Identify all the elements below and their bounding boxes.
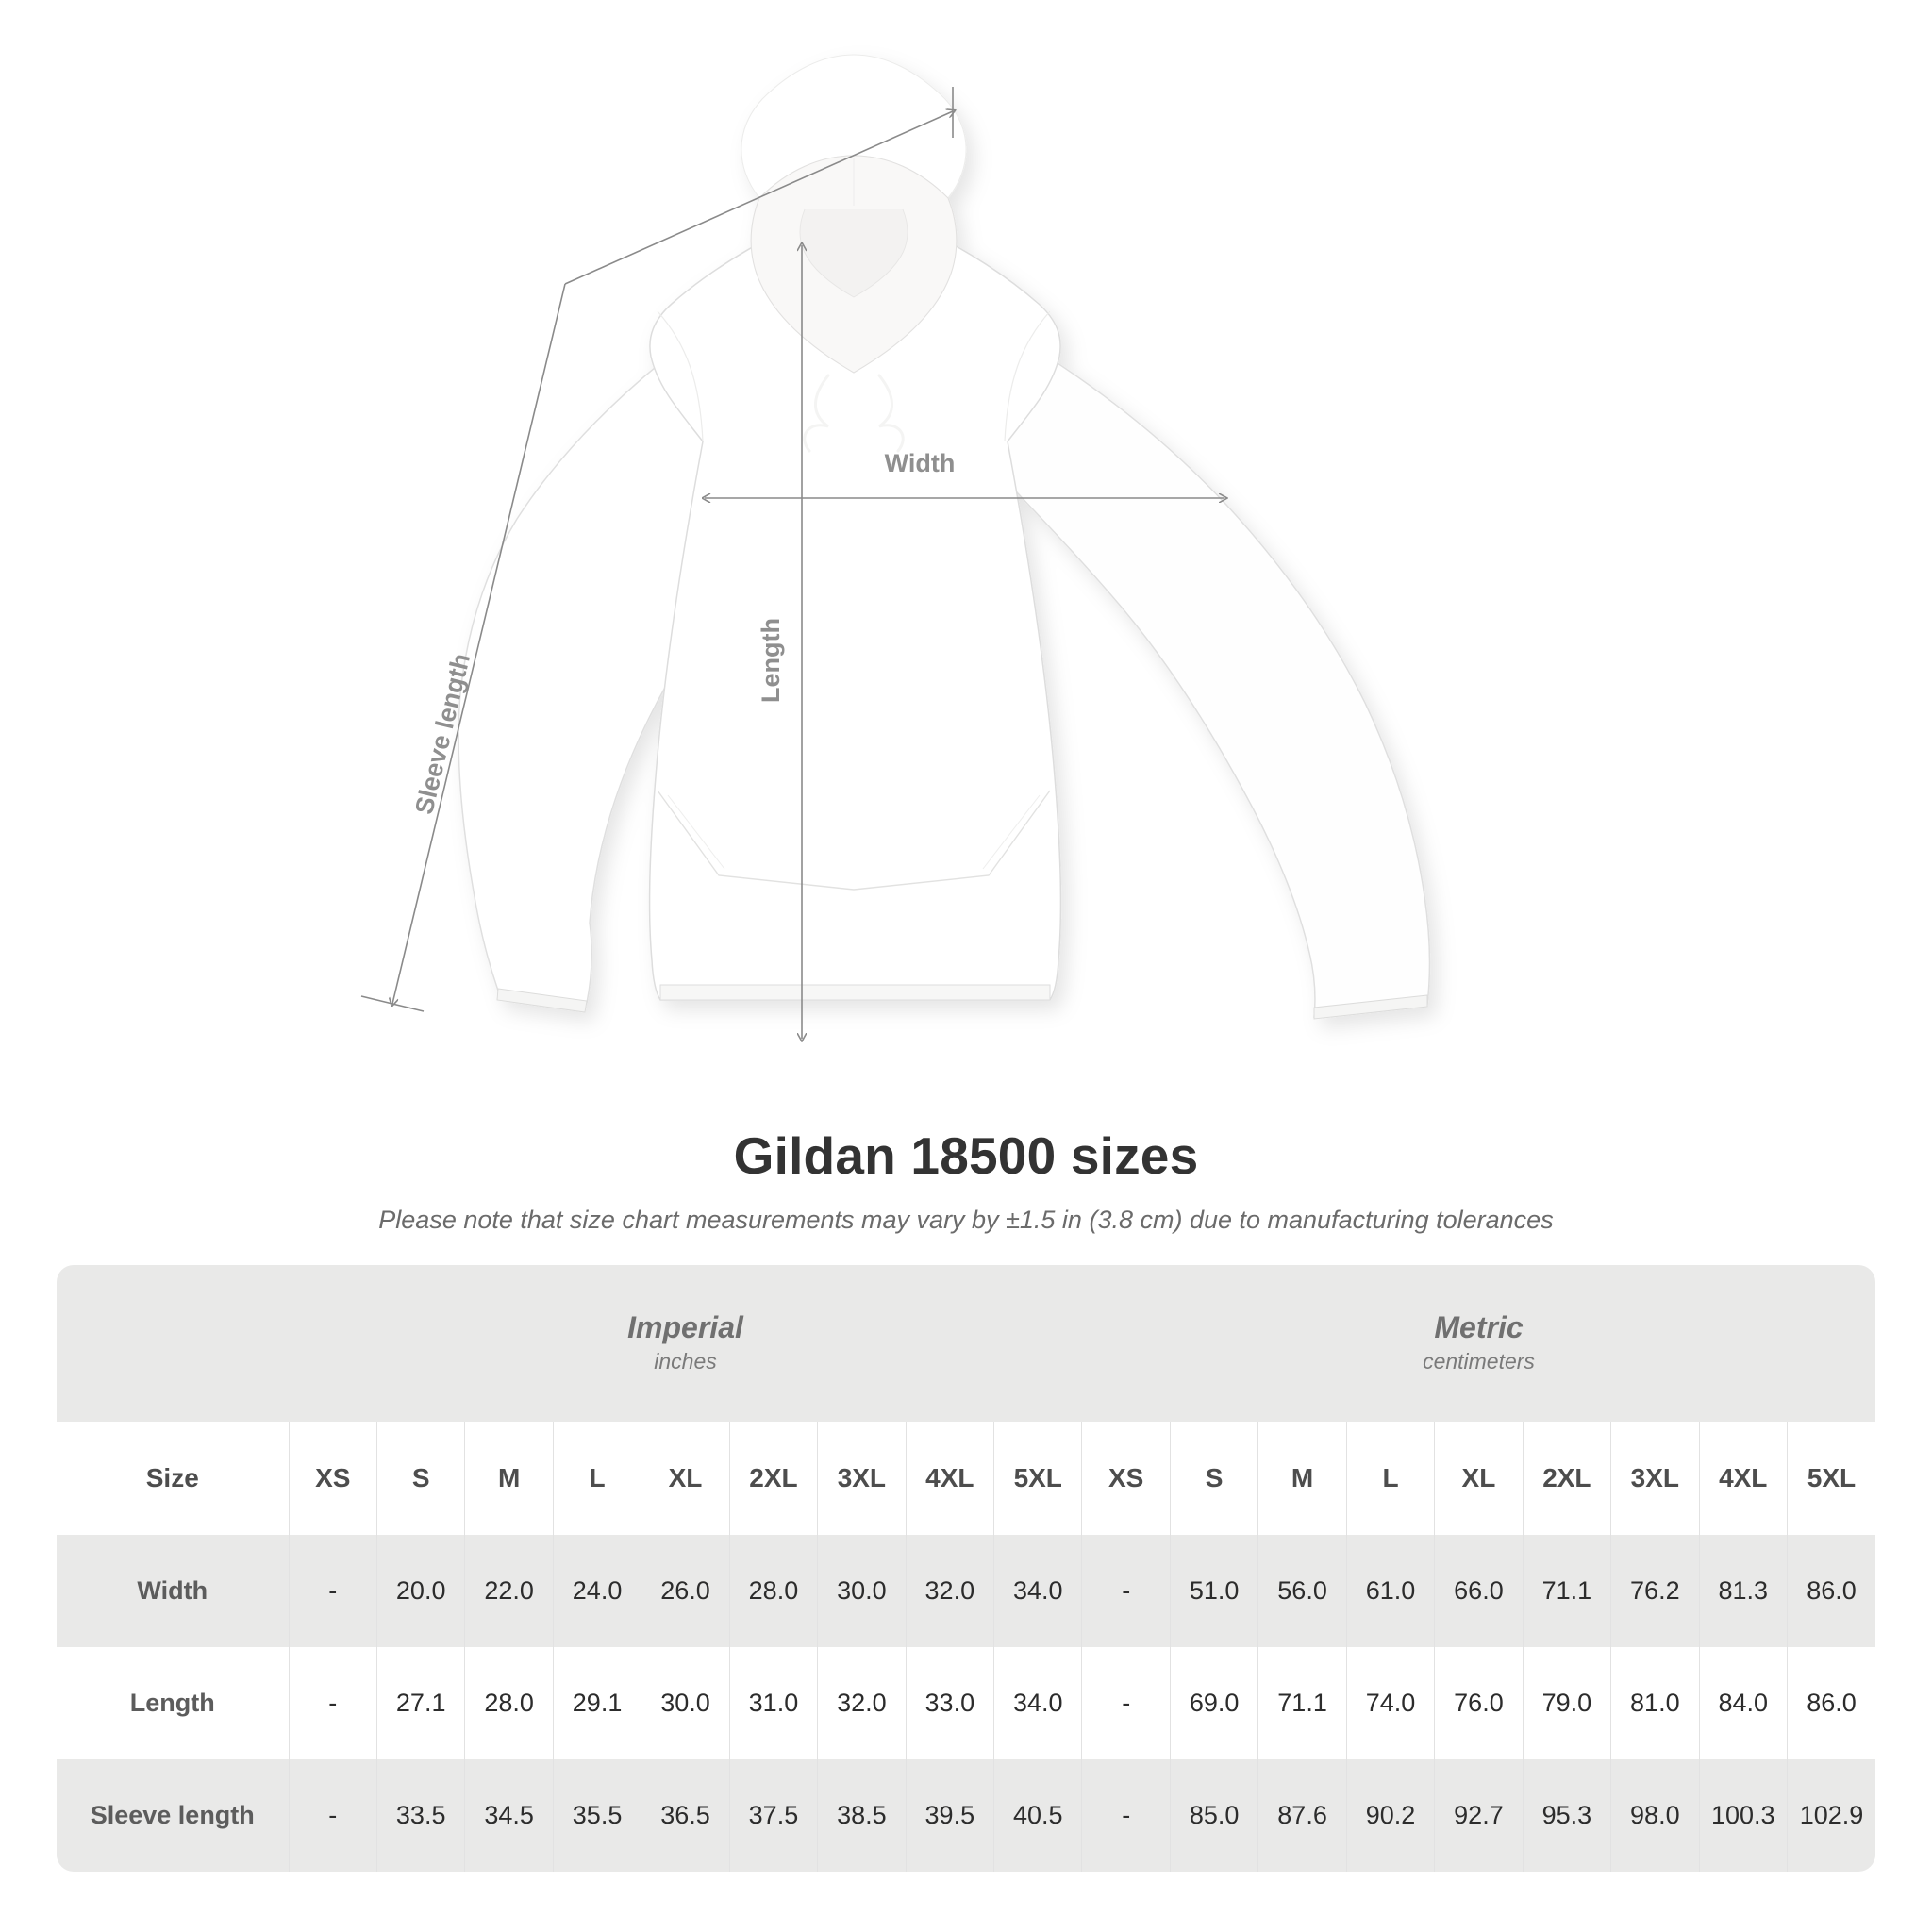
svg-text:Width: Width <box>885 449 956 477</box>
svg-text:Length: Length <box>757 618 785 703</box>
